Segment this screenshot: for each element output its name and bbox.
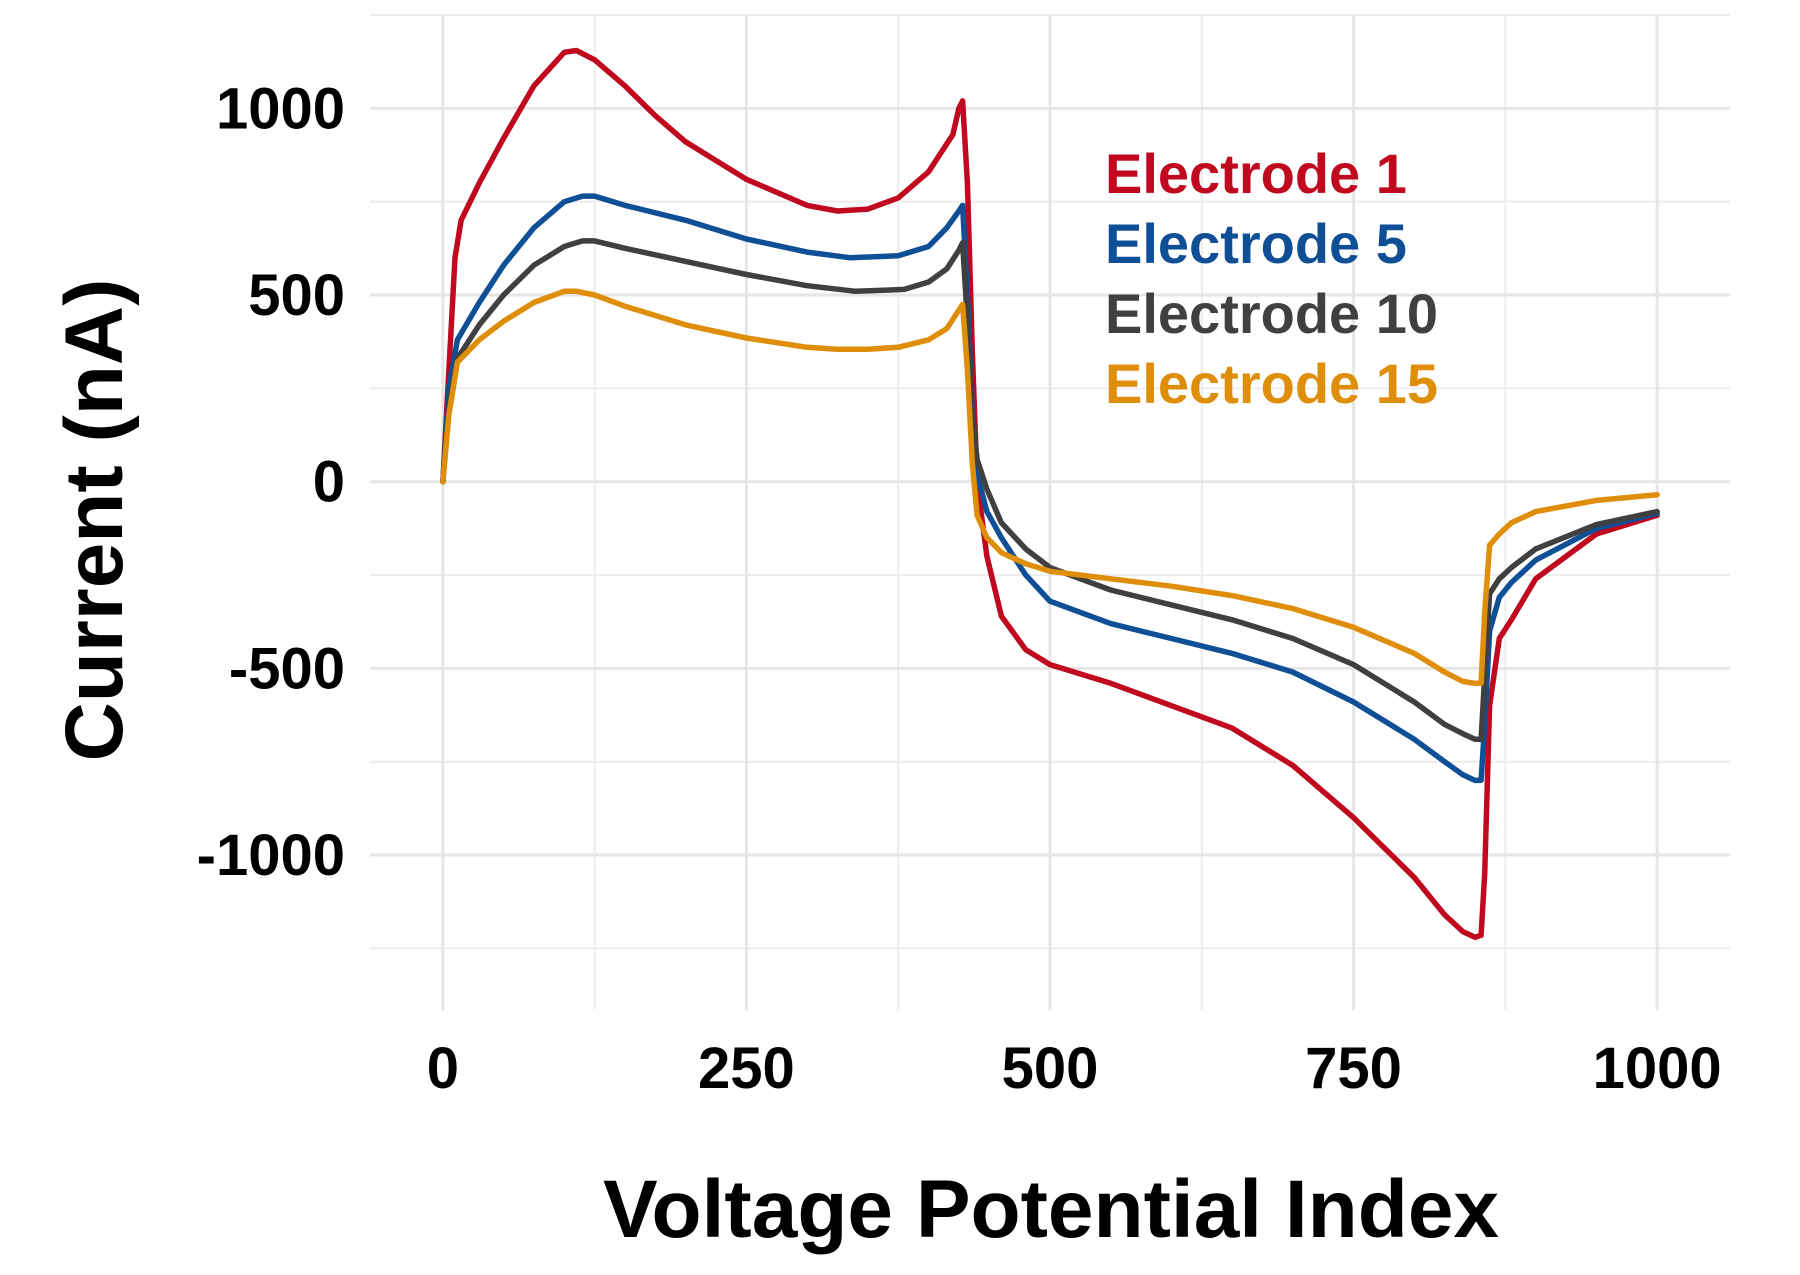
y-tick-label: 1000 <box>216 76 345 141</box>
series-line-electrode-4 <box>440 288 1660 687</box>
y-axis: -1000 -500 0 500 1000 <box>197 76 345 888</box>
plot-area <box>440 47 1660 940</box>
grid <box>370 14 1730 1010</box>
y-tick-label: 0 <box>313 450 345 515</box>
series-line-electrode-3 <box>440 238 1660 743</box>
legend-entry: Electrode 10 <box>1105 282 1438 345</box>
x-axis-title: Voltage Potential Index <box>603 1164 1499 1255</box>
y-tick-label: -500 <box>229 636 345 701</box>
legend: Electrode 1 Electrode 5 Electrode 10 Electr… <box>1105 142 1438 415</box>
x-tick-label: 1000 <box>1593 1036 1722 1101</box>
legend-entry: Electrode 5 <box>1105 212 1407 275</box>
x-tick-label: 0 <box>427 1036 459 1101</box>
y-tick-label: -1000 <box>197 823 345 888</box>
legend-entry: Electrode 15 <box>1105 352 1438 415</box>
x-tick-label: 500 <box>1002 1036 1099 1101</box>
x-tick-label: 250 <box>698 1036 795 1101</box>
series-line-electrode-1 <box>440 47 1660 940</box>
y-axis-title: Current (nA) <box>49 279 140 762</box>
x-axis: 0 250 500 750 1000 <box>427 1036 1722 1101</box>
legend-entry: Electrode 1 <box>1105 142 1407 205</box>
series-line-electrode-2 <box>440 193 1660 784</box>
x-tick-label: 750 <box>1305 1036 1402 1101</box>
y-tick-label: 500 <box>248 263 345 328</box>
